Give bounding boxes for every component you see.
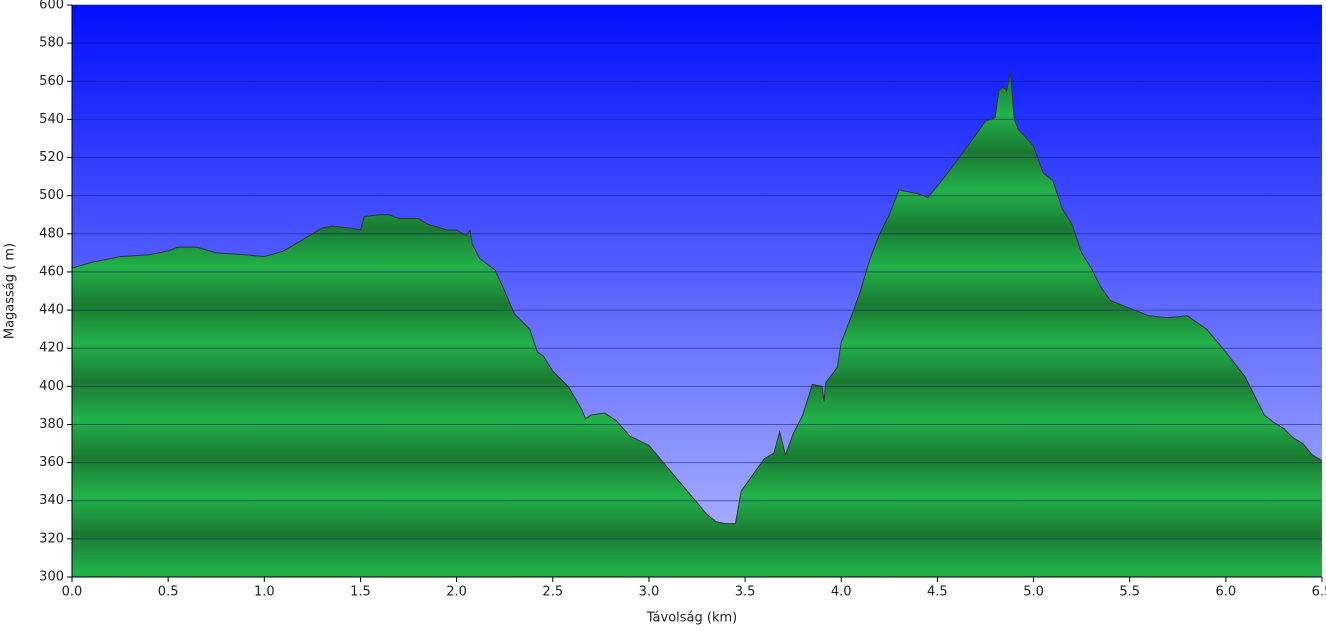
elevation-area — [72, 71, 1322, 577]
x-tick-label: 0.5 — [158, 585, 179, 600]
y-tick-label: 420 — [39, 341, 64, 356]
x-axis-label: Távolság (km) — [646, 611, 737, 626]
x-tick-label: 1.5 — [350, 585, 371, 600]
x-tick-label: 4.5 — [927, 585, 948, 600]
y-tick-label: 520 — [39, 150, 64, 165]
x-tick-label: 6.5 — [1312, 585, 1326, 600]
x-tick-label: 4.0 — [831, 585, 852, 600]
x-tick-label: 1.0 — [254, 585, 275, 600]
y-tick-label: 480 — [39, 226, 64, 241]
y-tick-label: 380 — [39, 417, 64, 432]
y-tick-label: 360 — [39, 455, 64, 470]
y-tick-label: 460 — [39, 264, 64, 279]
x-tick-label: 5.0 — [1023, 585, 1044, 600]
y-tick-label: 440 — [39, 303, 64, 318]
y-tick-label: 540 — [39, 112, 64, 127]
x-tick-label: 3.5 — [735, 585, 756, 600]
y-tick-label: 300 — [39, 570, 64, 585]
y-tick-label: 580 — [39, 36, 64, 51]
x-tick-label: 2.0 — [446, 585, 467, 600]
y-tick-label: 340 — [39, 493, 64, 508]
x-tick-label: 0.0 — [62, 585, 83, 600]
y-tick-label: 320 — [39, 531, 64, 546]
x-tick-label: 3.0 — [639, 585, 660, 600]
y-axis-label: Magasság ( m) — [3, 243, 18, 339]
x-tick-label: 5.5 — [1119, 585, 1140, 600]
y-tick-label: 600 — [39, 0, 64, 13]
y-tick-label: 400 — [39, 379, 64, 394]
y-tick-label: 500 — [39, 188, 64, 203]
x-tick-label: 6.0 — [1216, 585, 1237, 600]
x-tick-label: 2.5 — [542, 585, 563, 600]
y-tick-label: 560 — [39, 74, 64, 89]
elevation-line — [71, 71, 1323, 525]
